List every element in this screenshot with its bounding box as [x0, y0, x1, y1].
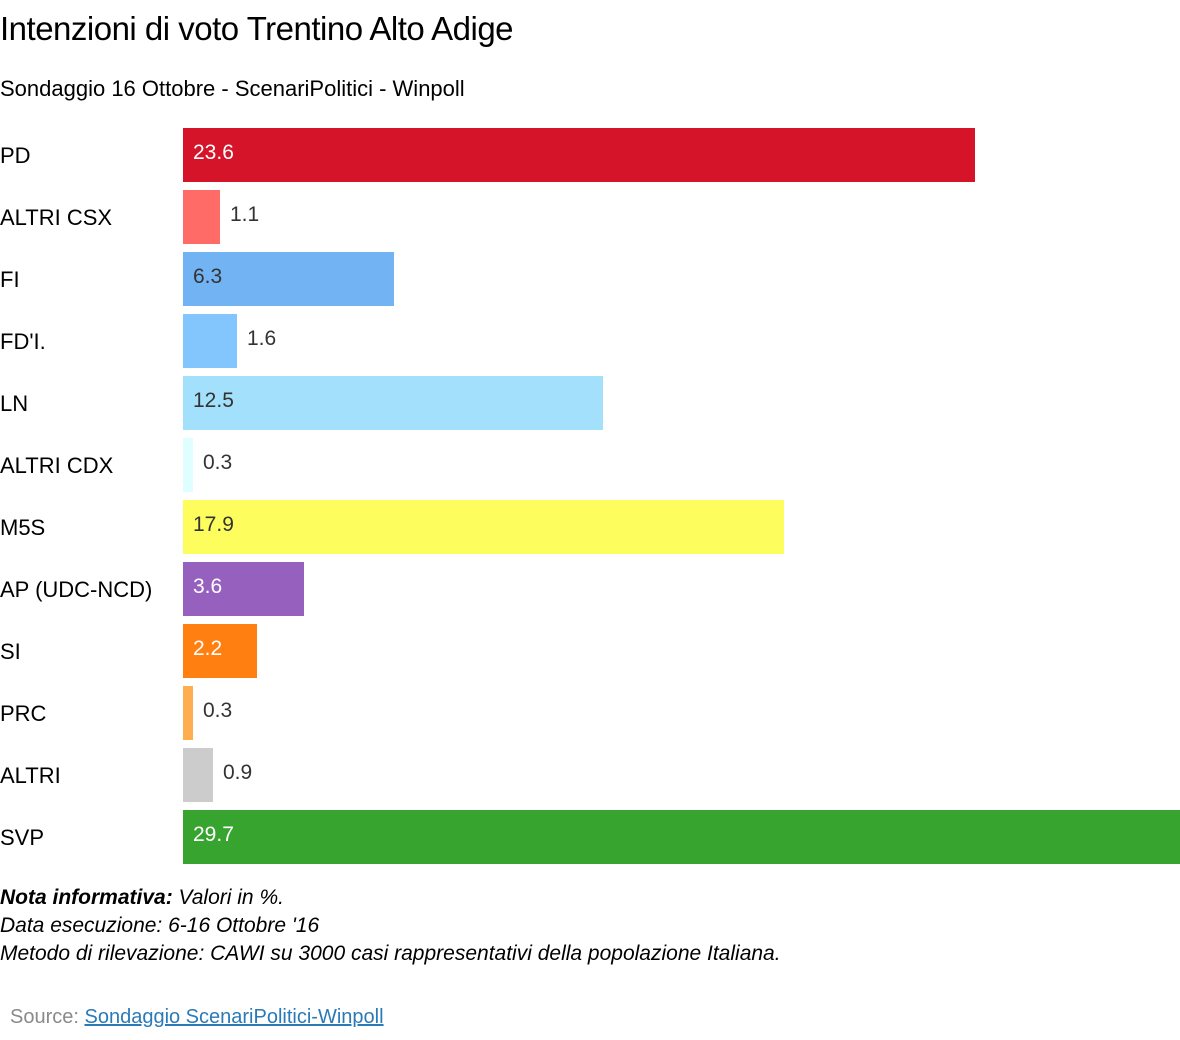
bar — [183, 500, 784, 554]
bar — [183, 686, 193, 740]
category-label: M5S — [0, 515, 46, 540]
bar — [183, 376, 603, 430]
category-label: SVP — [0, 825, 45, 850]
note-line-3: Metodo di rilevazione: CAWI su 3000 casi… — [0, 942, 781, 965]
category-label: AP (UDC-NCD) — [0, 577, 153, 602]
category-label: PRC — [0, 701, 47, 726]
bar — [183, 624, 257, 678]
bar — [183, 314, 237, 368]
source-link[interactable]: Sondaggio ScenariPolitici-Winpoll — [84, 1006, 384, 1028]
data-label: 2.2 — [193, 637, 223, 660]
data-label: 6.3 — [193, 265, 223, 288]
data-label: 0.3 — [203, 699, 233, 722]
category-label: PD — [0, 143, 31, 168]
category-label: SI — [0, 639, 21, 664]
bar — [183, 252, 394, 306]
note-line-1: Nota informativa: Valori in %. — [0, 884, 781, 912]
note-line-2: Data esecuzione: 6-16 Ottobre '16 — [0, 914, 320, 937]
data-label: 1.6 — [247, 327, 277, 350]
data-label: 0.3 — [203, 451, 233, 474]
bar — [183, 128, 975, 182]
chart-subtitle: Sondaggio 16 Ottobre - ScenariPolitici -… — [0, 76, 465, 101]
bar — [183, 562, 304, 616]
bar — [183, 748, 213, 802]
category-label: FI — [0, 267, 20, 292]
category-label: ALTRI CSX — [0, 205, 113, 230]
bar — [183, 190, 220, 244]
data-label: 0.9 — [223, 761, 253, 784]
category-label: FD'I. — [0, 329, 46, 354]
category-label: ALTRI — [0, 763, 61, 788]
bar — [183, 810, 1180, 864]
data-label: 3.6 — [193, 575, 223, 598]
source-prefix: Source: — [10, 1006, 85, 1028]
note-heading: Nota informativa: — [0, 886, 173, 909]
category-label: LN — [0, 391, 29, 416]
data-label: 12.5 — [193, 389, 234, 412]
data-label: 29.7 — [193, 823, 234, 846]
source-line: Source: Sondaggio ScenariPolitici-Winpol… — [10, 1006, 384, 1029]
data-label: 17.9 — [193, 513, 234, 536]
bar — [183, 438, 193, 492]
notes-block: Nota informativa: Valori in %. Data esec… — [0, 884, 781, 968]
data-label: 1.1 — [230, 203, 260, 226]
category-label: ALTRI CDX — [0, 453, 114, 478]
note-values-unit: Valori in %. — [172, 886, 284, 909]
data-label: 23.6 — [193, 141, 234, 164]
chart-title: Intenzioni di voto Trentino Alto Adige — [0, 10, 514, 47]
